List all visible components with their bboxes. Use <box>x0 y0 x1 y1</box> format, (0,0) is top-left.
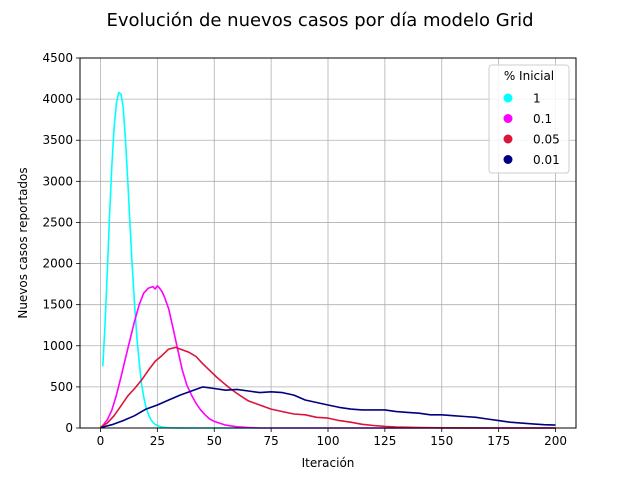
legend-items: 1 0.1 0.05 0.01 <box>503 92 560 167</box>
legend-label: 0.1 <box>533 112 552 126</box>
x-tick-label: 175 <box>487 434 510 448</box>
legend-box <box>488 64 570 174</box>
y-tick-label: 1500 <box>42 298 73 312</box>
legend: % Inicial 1 0.1 0.05 0.01 <box>488 64 570 174</box>
chart-title: Evolución de nuevos casos por día modelo… <box>106 10 533 31</box>
axis-ticks: 0 25 50 75 100 125 150 175 200050010001500200025… <box>42 51 567 448</box>
legend-marker <box>503 114 513 123</box>
x-tick-label: 125 <box>373 434 396 448</box>
x-tick-label: 25 <box>150 434 165 448</box>
x-tick-label: 200 <box>544 434 567 448</box>
legend-marker <box>503 155 513 164</box>
legend-label: 0.01 <box>533 153 560 167</box>
y-axis-label: Nuevos casos reportados <box>16 167 30 318</box>
series-line-2 <box>100 346 556 429</box>
series-line-1 <box>102 284 556 429</box>
legend-marker <box>503 93 513 103</box>
y-tick-label: 4000 <box>42 92 73 106</box>
x-tick-label: 100 <box>317 434 340 448</box>
legend-title: % Inicial <box>504 69 554 83</box>
x-tick-label: 0 <box>97 434 105 448</box>
legend-label: 1 <box>533 92 541 106</box>
legend-marker <box>503 134 513 144</box>
x-tick-label: 50 <box>207 434 222 448</box>
x-axis-label: Iteración <box>302 456 355 470</box>
y-tick-label: 500 <box>50 380 73 394</box>
series-line-0 <box>102 91 556 429</box>
legend-label: 0.05 <box>533 133 560 147</box>
series-line-3 <box>100 386 556 429</box>
y-tick-label: 2000 <box>42 257 73 271</box>
y-tick-label: 0 <box>65 421 73 435</box>
y-tick-label: 3000 <box>42 174 73 188</box>
y-tick-label: 1000 <box>42 339 73 353</box>
x-tick-label: 150 <box>430 434 453 448</box>
y-tick-label: 3500 <box>42 133 73 147</box>
x-tick-label: 75 <box>263 434 278 448</box>
grid <box>80 57 576 429</box>
y-tick-label: 4500 <box>42 51 73 65</box>
y-tick-label: 2500 <box>42 215 73 229</box>
